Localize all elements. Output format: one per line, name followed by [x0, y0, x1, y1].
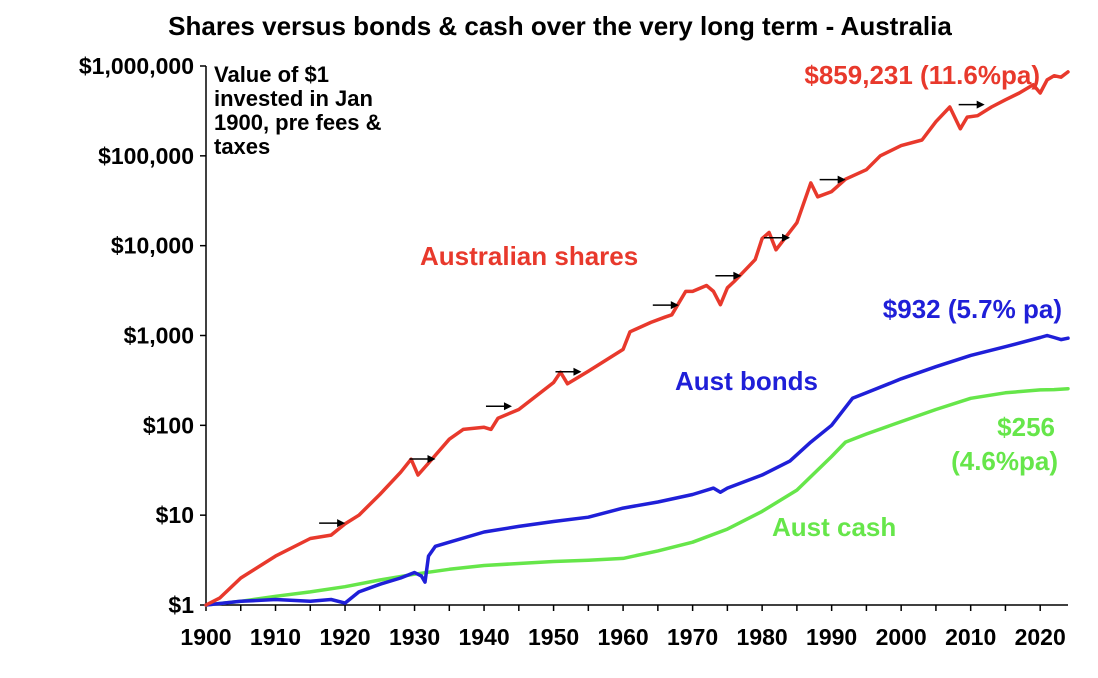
- x-tick-label: 1930: [389, 624, 440, 650]
- crash-arrows: [319, 100, 985, 528]
- shares-end-label: $859,231 (11.6%pa): [804, 60, 1040, 90]
- note-line-2: invested in Jan: [214, 86, 373, 111]
- x-tick-label: 2020: [1015, 624, 1066, 650]
- x-tick-label: 1900: [180, 624, 231, 650]
- note-line-1: Value of $1: [214, 62, 329, 87]
- y-tick-label: $1,000,000: [79, 53, 194, 79]
- bonds-end-label: $932 (5.7% pa): [883, 294, 1062, 324]
- crash-arrow: [319, 519, 346, 528]
- series-lines: [204, 70, 1070, 607]
- note-line-4: taxes: [214, 134, 270, 159]
- y-tick-label: $10,000: [111, 233, 194, 259]
- crash-arrow: [764, 233, 791, 242]
- x-axis-ticks: 1900 1910 1920 1930 1940 1950 1960 1970 1980 1990…: [180, 605, 1066, 650]
- crash-arrow: [715, 271, 742, 280]
- y-tick-label: $1: [168, 592, 194, 618]
- cash-label: Aust cash: [772, 512, 896, 542]
- x-tick-label: 2000: [876, 624, 927, 650]
- y-axis-ticks: $1 $10 $100 $1,000 $10,000 $100,000 $1,000,000: [79, 53, 206, 618]
- y-tick-label: $100: [143, 412, 194, 438]
- y-tick-label: $1,000: [124, 323, 194, 349]
- shares-line: [204, 70, 1070, 607]
- x-tick-label: 1970: [667, 624, 718, 650]
- cash-end-label-2: (4.6%pa): [951, 446, 1058, 476]
- y-tick-label: $10: [156, 502, 194, 528]
- x-tick-label: 1920: [319, 624, 370, 650]
- x-tick-label: 1990: [806, 624, 857, 650]
- x-tick-label: 1950: [528, 624, 579, 650]
- chart-title: Shares versus bonds & cash over the very…: [168, 11, 952, 41]
- bonds-line: [204, 333, 1070, 607]
- crash-arrow: [652, 301, 679, 310]
- crash-arrow: [555, 367, 582, 376]
- x-tick-label: 2010: [945, 624, 996, 650]
- cash-line: [204, 386, 1070, 607]
- x-tick-label: 1960: [598, 624, 649, 650]
- crash-arrow: [819, 175, 846, 184]
- x-tick-label: 1980: [737, 624, 788, 650]
- crash-arrow: [409, 455, 436, 464]
- y-tick-label: $100,000: [98, 143, 194, 169]
- bonds-label: Aust bonds: [675, 366, 818, 396]
- note-line-3: 1900, pre fees &: [214, 110, 382, 135]
- crash-arrow: [958, 100, 985, 109]
- x-tick-label: 1910: [250, 624, 301, 650]
- x-tick-label: 1940: [458, 624, 509, 650]
- cash-end-label-1: $256: [997, 412, 1055, 442]
- shares-label: Australian shares: [420, 241, 638, 271]
- crash-arrow: [485, 402, 512, 411]
